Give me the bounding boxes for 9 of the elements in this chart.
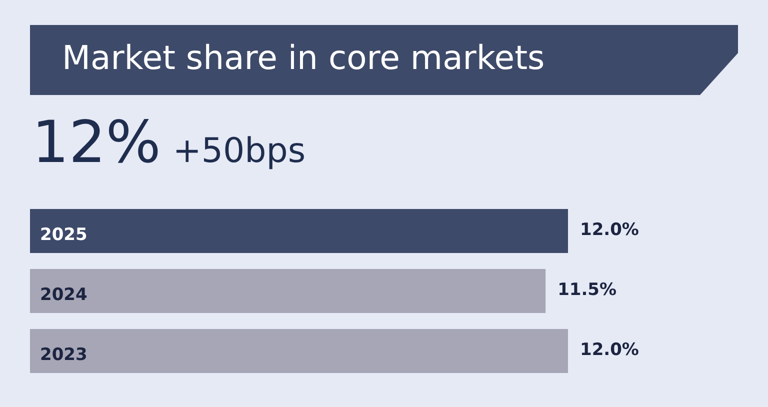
data-label: 11.5% (558, 280, 617, 300)
y-tick-label: 2025 (40, 225, 88, 245)
text: +50bps (172, 131, 306, 171)
y-tick-label: 2024 (40, 285, 88, 305)
chart-subtitle: 12% (32, 108, 161, 176)
data-label: 12.0% (580, 220, 639, 240)
data-label: 12.0% (580, 340, 639, 360)
y-tick-label: 2023 (40, 345, 88, 365)
chart-title: Market share in core markets (62, 38, 545, 77)
